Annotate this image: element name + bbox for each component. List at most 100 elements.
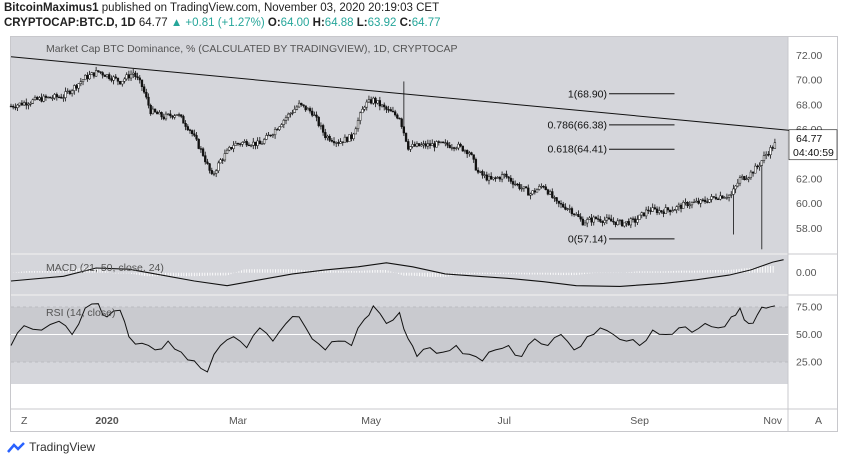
candle-body <box>201 148 205 156</box>
tradingview-logo-icon <box>7 441 25 453</box>
candle-body <box>295 106 299 110</box>
candle-body <box>758 165 761 167</box>
candle-body <box>516 183 519 186</box>
candle-body <box>44 95 48 98</box>
candle-body <box>494 177 497 179</box>
candle-body <box>49 96 52 99</box>
candle-body <box>662 211 665 214</box>
candle-body <box>653 207 657 210</box>
candle-body <box>73 85 76 91</box>
candle-body <box>684 202 687 204</box>
candle-body <box>345 136 349 142</box>
candle-body <box>428 143 432 146</box>
candle-body <box>771 147 774 149</box>
candle-body <box>319 125 323 127</box>
candle-body <box>321 125 325 133</box>
candle-body <box>476 169 480 173</box>
candle-body <box>738 177 742 184</box>
high-value: 64.88 <box>324 17 354 29</box>
macd-pane[interactable] <box>11 255 788 294</box>
last-price-box <box>788 129 838 161</box>
candle-body <box>498 177 502 180</box>
rsi-line <box>10 303 776 373</box>
candle-body <box>324 132 327 139</box>
candle-body <box>387 109 390 111</box>
candle-body <box>655 208 659 214</box>
candle-body <box>326 135 329 139</box>
candle-body <box>524 186 528 189</box>
candle-body <box>184 123 187 127</box>
candle-body <box>46 96 50 99</box>
candle-body <box>586 219 589 224</box>
candle-body <box>433 143 436 148</box>
candle-body <box>208 163 211 171</box>
candle-body <box>620 219 624 227</box>
candle-body <box>14 106 17 109</box>
candle-body <box>642 212 646 217</box>
candle-body <box>509 177 512 182</box>
candle-body <box>424 143 427 147</box>
candle-body <box>542 186 545 188</box>
candle-body <box>734 185 737 190</box>
candle-body <box>721 195 724 199</box>
candle-body <box>730 194 733 196</box>
price-axis-tick: 62.00 <box>796 173 822 185</box>
candle-body <box>470 152 473 155</box>
candle-body <box>695 200 698 203</box>
candle-body <box>271 134 275 136</box>
candle-body <box>483 174 486 176</box>
candle-body <box>341 141 344 143</box>
candle-body <box>762 155 766 161</box>
candle-body <box>644 209 648 217</box>
candle-body <box>84 75 87 81</box>
candle-body <box>29 103 32 105</box>
candle-body <box>760 160 763 166</box>
candle-body <box>505 173 508 178</box>
candle-body <box>459 143 462 147</box>
candle-body <box>376 100 379 104</box>
candle-body <box>169 113 172 117</box>
candle-body <box>548 191 552 195</box>
auto-scale-button[interactable]: A <box>815 415 822 427</box>
candle-body <box>153 108 157 113</box>
candle-body <box>533 190 536 193</box>
fib-level-label: 0.618(64.41) <box>547 144 607 156</box>
price-pane[interactable] <box>11 37 788 253</box>
candle-body <box>265 135 268 140</box>
author-name[interactable]: BitcoinMaximus1 <box>4 2 99 14</box>
candle-body <box>352 133 355 139</box>
candle-body <box>507 176 510 179</box>
candle-body <box>426 143 430 147</box>
candle-body <box>354 128 357 135</box>
zoom-z-button[interactable]: Z <box>21 415 28 427</box>
candle-body <box>378 100 382 107</box>
close-value: 64.77 <box>411 17 441 29</box>
candle-body <box>420 144 423 147</box>
candle-body <box>601 221 604 223</box>
candle-body <box>221 159 224 161</box>
candle-body <box>666 207 670 211</box>
symbol-label[interactable]: CRYPTOCAP:BTC.D, 1D <box>4 17 136 29</box>
candle-body <box>147 96 150 106</box>
candle-body <box>518 184 521 189</box>
candle-body <box>448 144 451 148</box>
candle-body <box>365 101 368 108</box>
candle-body <box>562 203 565 208</box>
candle-body <box>727 194 731 198</box>
rsi-series <box>10 303 788 373</box>
candle-body <box>348 134 351 142</box>
candle-body <box>503 173 506 176</box>
candle-body <box>284 117 288 121</box>
candle-body <box>249 145 253 147</box>
candle-body <box>703 199 707 202</box>
candle-body <box>12 105 15 108</box>
candle-body <box>177 114 181 116</box>
brand-name[interactable]: TradingView <box>29 440 96 454</box>
candle-body <box>252 141 255 146</box>
candle-body <box>677 204 681 207</box>
candle-body <box>110 78 113 81</box>
candle-body <box>291 112 294 114</box>
candle-body <box>590 217 593 223</box>
price-axis-tick: 68.00 <box>796 99 822 111</box>
